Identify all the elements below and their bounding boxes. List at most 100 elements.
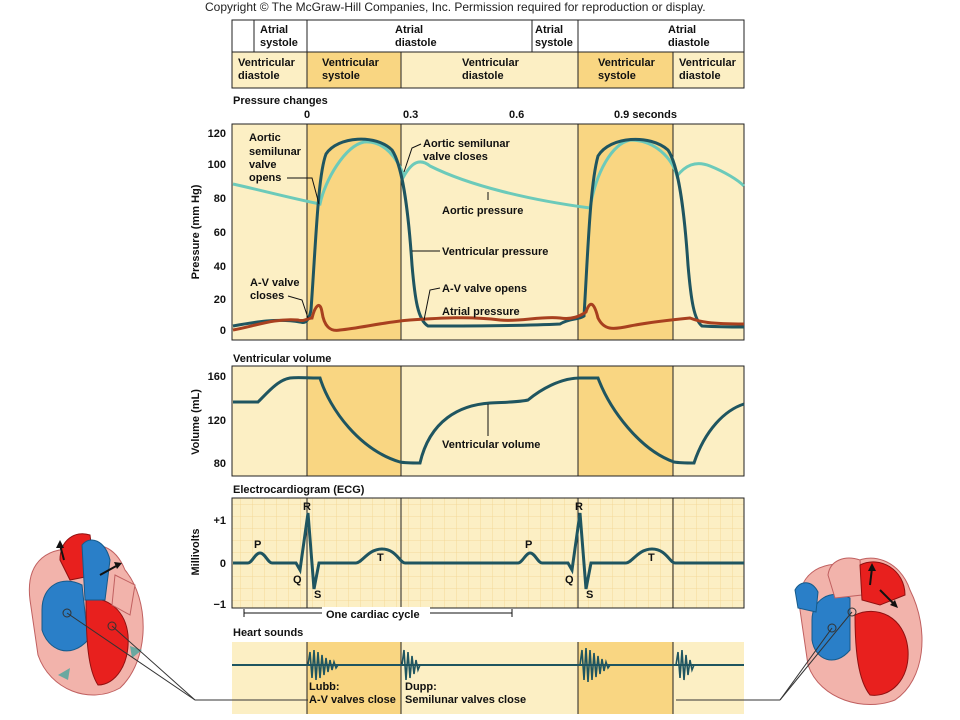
annotation-line: opens <box>249 172 281 184</box>
pressure-yaxis: 120 100 80 60 40 20 0 Pressure (mm Hg) <box>190 128 226 337</box>
ecg-wave-p: P <box>254 539 261 551</box>
heart-illustration-left <box>28 533 308 701</box>
phase-word: Atrial <box>535 24 563 36</box>
y-tick: −1 <box>213 599 226 611</box>
leader-line <box>403 143 422 173</box>
dupp-line: Dupp: <box>405 681 437 693</box>
y-tick: 80 <box>214 458 226 470</box>
y-tick: 40 <box>214 261 226 273</box>
dupp-label: Dupp: Semilunar valves close <box>405 681 526 706</box>
annotation-av-opens: A-V valve opens <box>442 283 527 295</box>
pressure-section-title: Pressure changes <box>233 95 328 107</box>
ventricular-volume-curve <box>233 376 745 465</box>
y-tick: 100 <box>208 159 226 171</box>
phase-word: Atrial <box>260 24 288 36</box>
phase-word: diastole <box>679 70 721 82</box>
lubb-line: A-V valves close <box>309 694 396 706</box>
phase-atrial-2: Atrial diastole <box>395 24 437 49</box>
ecg-wave-p: P <box>525 539 532 551</box>
y-tick: 80 <box>214 193 226 205</box>
dupp-line: Semilunar valves close <box>405 694 526 706</box>
ecg-wave-t: T <box>377 552 384 564</box>
annotation-line: valve <box>249 159 277 171</box>
volume-ylabel: Volume (mL) <box>190 389 202 455</box>
phase-word: Ventricular <box>322 57 380 69</box>
annotation-line: closes <box>250 290 284 302</box>
y-tick: +1 <box>213 515 226 527</box>
pressure-ylabel: Pressure (mm Hg) <box>190 184 202 279</box>
cycle-label-bg <box>322 607 430 620</box>
ecg-wave-t: T <box>648 552 655 564</box>
sound-lubb-2 <box>579 647 611 683</box>
y-tick: 0 <box>220 558 226 570</box>
phase-ventricular-4: Ventricular systole <box>598 57 658 82</box>
phase-ventricular-3: Ventricular diastole <box>462 57 522 82</box>
phase-word: Ventricular <box>238 57 296 69</box>
phase-header: Atrial systole Atrial diastole Atrial sy… <box>231 19 745 89</box>
time-tick: 0 <box>304 109 310 121</box>
lubb-line: Lubb: <box>309 681 340 693</box>
annotation-line: semilunar <box>249 146 302 158</box>
y-tick: 20 <box>214 294 226 306</box>
y-tick: 160 <box>208 371 226 383</box>
annotation-line: Aortic semilunar <box>423 138 511 150</box>
phase-word: Ventricular <box>598 57 656 69</box>
ecg-wave-r: R <box>303 501 311 513</box>
ecg-section-title: Electrocardiogram (ECG) <box>233 484 365 496</box>
volume-curve-label: Ventricular volume <box>442 439 540 451</box>
volume-section-title: Ventricular volume <box>233 353 331 365</box>
ventricular-pressure-curve <box>232 137 745 329</box>
heart-illustration-right <box>676 557 923 705</box>
sounds-panel: Heart sounds Lubb: A-V valves close Dupp… <box>232 627 744 714</box>
volume-panel: Ventricular volume 160 120 80 Volume (mL… <box>190 353 745 477</box>
phase-word: diastole <box>395 37 437 49</box>
phase-atrial-4: Atrial diastole <box>668 24 710 49</box>
annotation-atrial-pressure: Atrial pressure <box>442 306 520 318</box>
time-tick: 0.9 seconds <box>614 109 677 121</box>
annotation-av-closes: A-V valve closes <box>250 277 303 302</box>
ecg-panel: Electrocardiogram (ECG) +1 0 −1 Millivol… <box>190 484 745 621</box>
phase-word: systole <box>535 37 573 49</box>
ecg-wave-r: R <box>575 501 583 513</box>
time-tick: 0.6 <box>509 109 524 121</box>
phase-word: systole <box>322 70 360 82</box>
phase-word: Atrial <box>668 24 696 36</box>
ecg-wave-s: S <box>314 589 321 601</box>
sounds-section-title: Heart sounds <box>233 627 303 639</box>
y-tick: 60 <box>214 227 226 239</box>
atrial-pressure-curve <box>232 302 745 332</box>
ecg-wave-q: Q <box>293 574 302 586</box>
ecg-wave-s: S <box>586 589 593 601</box>
leader-line <box>287 177 320 205</box>
leader-line <box>423 287 441 321</box>
phase-word: Ventricular <box>462 57 520 69</box>
sound-dupp-1 <box>401 649 421 681</box>
ecg-wave-q: Q <box>565 574 574 586</box>
phase-word: systole <box>260 37 298 49</box>
annotation-aortic-pressure: Aortic pressure <box>442 205 523 217</box>
lubb-label: Lubb: A-V valves close <box>309 681 396 706</box>
phase-ventricular-2: Ventricular systole <box>322 57 382 82</box>
phase-ventricular-5: Ventricular diastole <box>679 57 739 82</box>
phase-word: diastole <box>462 70 504 82</box>
annotation-aortic-opens: Aortic semilunar valve opens <box>249 132 304 184</box>
cycle-label: One cardiac cycle <box>326 609 420 621</box>
annotation-line: valve closes <box>423 151 488 163</box>
leader-line <box>287 295 309 319</box>
phase-atrial-3: Atrial systole <box>535 24 573 49</box>
ecg-trace <box>233 512 744 590</box>
phase-word: diastole <box>238 70 280 82</box>
phase-atrial-1: Atrial systole <box>260 24 298 49</box>
sound-dupp-2 <box>675 649 695 681</box>
time-tick: 0.3 <box>403 109 418 121</box>
aortic-pressure-curve <box>232 138 746 210</box>
sound-lubb-1 <box>307 649 339 681</box>
y-tick: 0 <box>220 325 226 337</box>
y-tick: 120 <box>208 415 226 427</box>
pressure-panel: Pressure changes 0 0.3 0.6 0.9 seconds 1… <box>190 95 746 341</box>
phase-word: Atrial <box>395 24 423 36</box>
phase-word: systole <box>598 70 636 82</box>
copyright-notice: Copyright © The McGraw-Hill Companies, I… <box>205 0 706 14</box>
annotation-aortic-closes: Aortic semilunar valve closes <box>423 138 513 163</box>
